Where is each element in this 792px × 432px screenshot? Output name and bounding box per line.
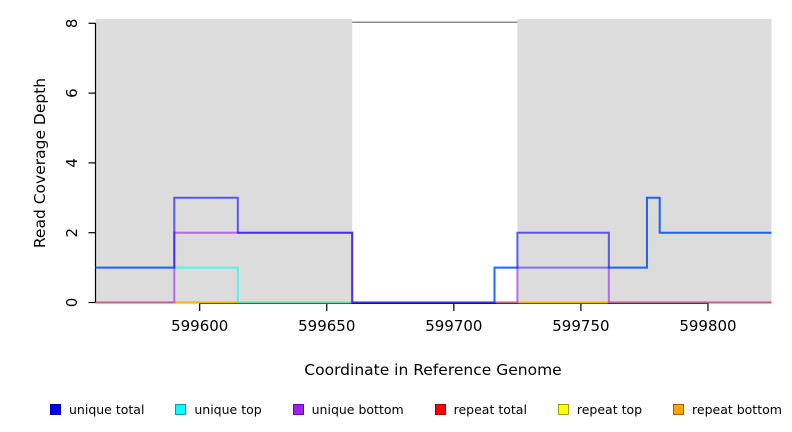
legend-label: repeat bottom: [692, 401, 782, 417]
legend-swatch-repeat-top: [557, 403, 569, 415]
series-unique-total: [95, 196, 772, 304]
legend-label: unique bottom: [311, 401, 404, 417]
legend-item-unique-top: unique top: [175, 401, 262, 417]
x-tick-label: 599750: [552, 317, 609, 335]
y-tick-label: 2: [63, 228, 81, 238]
legend-label: unique total: [69, 401, 145, 417]
legend-item-unique-total: unique total: [50, 402, 144, 417]
legend-label: repeat top: [576, 401, 643, 417]
y-tick-label: 0: [63, 298, 81, 308]
y-tick-label: 6: [63, 88, 81, 98]
x-axis-label: Coordinate in Reference Genome: [304, 361, 562, 379]
legend-label: repeat total: [453, 401, 527, 417]
legend-item-repeat-bottom: repeat bottom: [673, 402, 782, 417]
legend-item-repeat-top: repeat top: [557, 401, 643, 417]
y-tick-label: 4: [63, 158, 81, 168]
x-tick-label: 599800: [679, 317, 736, 335]
x-tick-label: 599700: [425, 317, 482, 335]
y-tick-label: 8: [63, 19, 81, 29]
legend-swatch-unique-bottom: [292, 403, 304, 415]
legend: unique total unique top unique bottom repea…: [50, 399, 782, 419]
legend-item-unique-bottom: unique bottom: [292, 401, 404, 417]
legend-swatch-repeat-bottom: [673, 403, 685, 415]
legend-swatch-unique-total: [50, 403, 61, 415]
legend-item-repeat-total: repeat total: [434, 401, 527, 417]
legend-label: unique top: [194, 401, 262, 417]
shaded-region: [95, 19, 353, 303]
shaded-region: [517, 19, 772, 303]
legend-swatch-repeat-total: [434, 403, 446, 415]
x-tick-label: 599650: [298, 317, 355, 335]
y-axis-label: Read Coverage Depth: [31, 77, 49, 249]
x-tick-label: 599600: [171, 317, 228, 335]
legend-swatch-unique-top: [175, 403, 187, 415]
